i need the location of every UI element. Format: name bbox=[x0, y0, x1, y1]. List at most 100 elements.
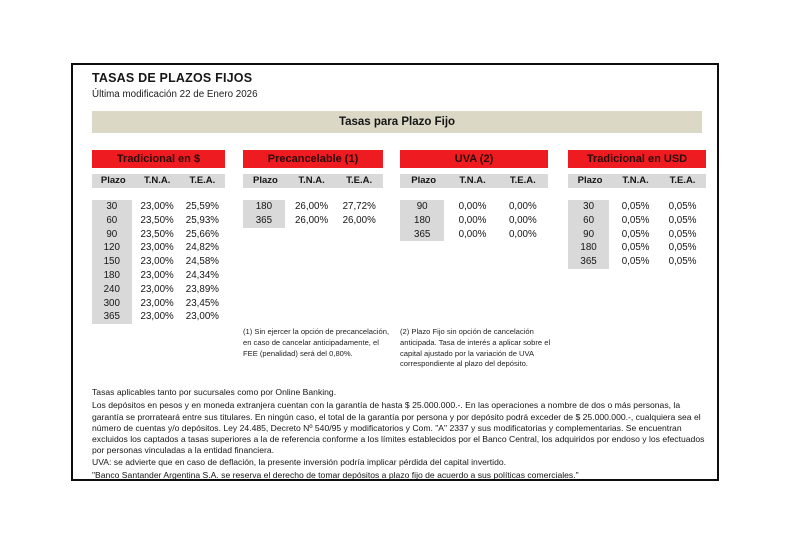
rate-row: 120 23,00% 24,82% bbox=[92, 241, 225, 256]
tea-cell: 0,00% bbox=[508, 214, 537, 226]
rate-row: 240 23,00% 23,89% bbox=[92, 282, 225, 297]
table-rows: 30 0,05% 0,05% 60 0,05% 0,05% 90 0,05% 0,05% 180 0… bbox=[568, 200, 706, 269]
rate-row: 90 23,50% 25,66% bbox=[92, 227, 225, 242]
plazo-cell: 365 bbox=[400, 227, 445, 242]
column-header-row: Plazo T.N.A. T.E.A. bbox=[400, 174, 548, 188]
tna-cell: 0,00% bbox=[458, 214, 487, 226]
tna-cell: 23,00% bbox=[140, 311, 174, 323]
tea-cell: 24,58% bbox=[185, 256, 219, 268]
col-header-tna: T.N.A. bbox=[298, 175, 325, 186]
plazo-cell: 120 bbox=[92, 241, 132, 256]
rate-row: 60 23,50% 25,93% bbox=[92, 213, 225, 228]
rate-row: 365 0,05% 0,05% bbox=[568, 255, 706, 269]
tna-cell: 0,05% bbox=[621, 228, 650, 240]
legal-uva-warning: UVA: se advierte que en caso de deflació… bbox=[92, 456, 507, 467]
plazo-cell: 365 bbox=[243, 213, 285, 228]
tea-cell: 0,05% bbox=[668, 228, 697, 240]
rate-row: 365 23,00% 23,00% bbox=[92, 310, 225, 325]
tna-cell: 0,05% bbox=[621, 214, 650, 226]
rate-row: 90 0,05% 0,05% bbox=[568, 227, 706, 242]
tea-cell: 27,72% bbox=[342, 201, 376, 212]
rate-row: 150 23,00% 24,58% bbox=[92, 255, 225, 269]
tna-cell: 23,50% bbox=[140, 214, 174, 226]
tea-cell: 0,05% bbox=[668, 256, 697, 268]
rate-row: 180 23,00% 24,34% bbox=[92, 268, 225, 283]
plazo-cell: 365 bbox=[92, 310, 132, 325]
tea-cell: 25,59% bbox=[185, 201, 219, 212]
col-header-tna: T.N.A. bbox=[143, 175, 171, 186]
rate-row: 30 23,00% 25,59% bbox=[92, 200, 225, 214]
tna-cell: 26,00% bbox=[294, 214, 329, 226]
plazo-cell: 90 bbox=[92, 227, 132, 242]
tna-cell: 0,05% bbox=[621, 242, 650, 254]
column-header-row: Plazo T.N.A. T.E.A. bbox=[92, 174, 225, 188]
tables-area: Tradicional en $ Plazo T.N.A. T.E.A. 30 2… bbox=[73, 150, 721, 385]
plazo-cell: 180 bbox=[92, 268, 132, 283]
tna-cell: 23,00% bbox=[140, 269, 174, 281]
table-rows: 180 26,00% 27,72% 365 26,00% 26,00% bbox=[243, 200, 383, 228]
table-rows: 30 23,00% 25,59% 60 23,50% 25,93% 90 23,50% 25,6… bbox=[92, 200, 225, 325]
rate-row: 300 23,00% 23,45% bbox=[92, 296, 225, 311]
col-header-tea: T.E.A. bbox=[346, 175, 373, 186]
legal-guarantee-paragraph: Los depósitos en pesos y en moneda extra… bbox=[92, 400, 705, 456]
col-header-tna: T.N.A. bbox=[622, 175, 649, 186]
table-title: Tradicional en $ bbox=[92, 150, 225, 168]
plazo-cell: 180 bbox=[568, 241, 610, 256]
tea-cell: 25,93% bbox=[185, 214, 219, 226]
page-title: TASAS DE PLAZOS FIJOS bbox=[92, 71, 253, 85]
tna-cell: 23,00% bbox=[140, 283, 174, 295]
tna-cell: 23,00% bbox=[140, 201, 174, 212]
rate-row: 365 0,00% 0,00% bbox=[400, 227, 548, 242]
col-header-tea: T.E.A. bbox=[669, 175, 696, 186]
rate-row: 365 26,00% 26,00% bbox=[243, 213, 383, 228]
plazo-cell: 60 bbox=[92, 213, 132, 228]
plazo-cell: 90 bbox=[568, 227, 610, 242]
rate-row: 90 0,00% 0,00% bbox=[400, 200, 548, 214]
tea-cell: 25,66% bbox=[185, 228, 219, 240]
tea-cell: 24,34% bbox=[185, 269, 219, 281]
tna-cell: 0,05% bbox=[621, 201, 650, 212]
tea-cell: 23,89% bbox=[185, 283, 219, 295]
tea-cell: 26,00% bbox=[342, 214, 376, 226]
plazo-cell: 30 bbox=[568, 200, 610, 214]
plazo-cell: 90 bbox=[400, 200, 445, 214]
col-header-plazo: Plazo bbox=[411, 175, 437, 186]
plazo-cell: 300 bbox=[92, 296, 132, 311]
rate-row: 180 0,00% 0,00% bbox=[400, 213, 548, 228]
rate-table-precancelable: Precancelable (1) Plazo T.N.A. T.E.A. 18… bbox=[243, 150, 383, 228]
column-header-row: Plazo T.N.A. T.E.A. bbox=[243, 174, 383, 188]
plazo-cell: 240 bbox=[92, 282, 132, 297]
table-rows: 90 0,00% 0,00% 180 0,00% 0,00% 365 0,00% 0,00% bbox=[400, 200, 548, 242]
tna-cell: 23,50% bbox=[140, 228, 174, 240]
tna-cell: 0,00% bbox=[458, 201, 487, 212]
table-title: UVA (2) bbox=[400, 150, 548, 168]
legal-channels-line: Tasas aplicables tanto por sucursales co… bbox=[92, 387, 337, 397]
tea-cell: 23,45% bbox=[185, 297, 219, 309]
plazo-cell: 30 bbox=[92, 200, 132, 214]
tea-cell: 0,00% bbox=[508, 201, 537, 212]
rate-row: 180 0,05% 0,05% bbox=[568, 241, 706, 256]
tea-cell: 0,05% bbox=[668, 201, 697, 212]
col-header-plazo: Plazo bbox=[100, 175, 126, 186]
tna-cell: 23,00% bbox=[140, 297, 174, 309]
rate-row: 60 0,05% 0,05% bbox=[568, 213, 706, 228]
rate-row: 180 26,00% 27,72% bbox=[243, 200, 383, 214]
col-header-tea: T.E.A. bbox=[509, 175, 536, 186]
tna-cell: 26,00% bbox=[294, 201, 329, 212]
col-header-plazo: Plazo bbox=[577, 175, 603, 186]
rate-table-uva: UVA (2) Plazo T.N.A. T.E.A. 90 0,00% 0,00%… bbox=[400, 150, 548, 242]
col-header-plazo: Plazo bbox=[252, 175, 278, 186]
col-header-tna: T.N.A. bbox=[459, 175, 486, 186]
plazo-cell: 365 bbox=[568, 255, 610, 269]
tea-cell: 0,05% bbox=[668, 242, 697, 254]
plazo-cell: 180 bbox=[243, 200, 285, 214]
plazo-cell: 60 bbox=[568, 213, 610, 228]
tea-cell: 0,00% bbox=[508, 228, 537, 240]
tea-cell: 0,05% bbox=[668, 214, 697, 226]
legal-block: Tasas aplicables tanto por sucursales co… bbox=[92, 387, 714, 481]
tea-cell: 24,82% bbox=[185, 242, 219, 254]
footnote-precancelable: (1) Sin ejercer la opción de precancelac… bbox=[243, 327, 390, 358]
footnote-uva: (2) Plazo Fijo sin opción de cancelación… bbox=[400, 327, 551, 369]
document-frame: TASAS DE PLAZOS FIJOS Última modificació… bbox=[71, 63, 719, 481]
